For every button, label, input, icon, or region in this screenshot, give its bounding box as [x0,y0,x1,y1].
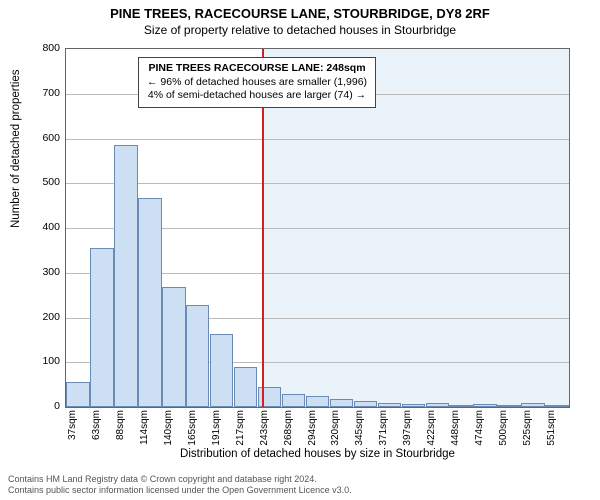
histogram-bar [354,401,377,407]
y-tick-label: 800 [30,42,60,54]
histogram-bar [330,399,353,407]
x-tick-label: 165sqm [187,410,198,446]
histogram-bar [497,405,520,407]
chart-subtitle: Size of property relative to detached ho… [0,21,600,37]
x-tick-label: 320sqm [330,410,341,446]
x-tick-label: 422sqm [426,410,437,446]
histogram-bar [473,404,496,407]
x-tick-label: 474sqm [474,410,485,446]
chart-container: PINE TREES, RACECOURSE LANE, STOURBRIDGE… [0,0,600,500]
histogram-bar [306,396,329,407]
histogram-bar [210,334,233,407]
x-tick-label: 114sqm [139,410,150,445]
x-tick-label: 294sqm [307,410,318,446]
x-tick-label: 191sqm [211,410,222,446]
histogram-bar [114,145,137,407]
x-axis-label: Distribution of detached houses by size … [65,448,570,460]
x-tick-label: 345sqm [354,410,365,446]
x-tick-label: 371sqm [378,410,389,446]
histogram-bar [402,404,425,407]
annotation-line3: 4% of semi-detached houses are larger (7… [148,89,366,101]
x-tick-label: 397sqm [402,410,413,446]
x-tick-label: 88sqm [115,410,126,440]
histogram-bar [258,387,281,407]
y-tick-label: 700 [30,87,60,99]
plot-area: PINE TREES RACECOURSE LANE: 248sqm ← 96%… [65,48,570,408]
y-axis-label: Number of detached properties [10,69,22,228]
x-tick-label: 217sqm [235,410,246,446]
x-tick-label: 37sqm [67,410,78,440]
x-tick-label: 500sqm [498,410,509,446]
x-tick-label: 243sqm [259,410,270,446]
chart-title: PINE TREES, RACECOURSE LANE, STOURBRIDGE… [0,0,600,21]
y-tick-label: 400 [30,221,60,233]
x-tick-label: 551sqm [546,410,557,446]
histogram-bar [138,198,161,407]
histogram-bar [545,405,568,407]
histogram-bar [186,305,209,407]
footer-line1: Contains HM Land Registry data © Crown c… [8,474,317,484]
histogram-bar [378,403,401,407]
histogram-bar [162,287,185,407]
histogram-bar [282,394,305,407]
annotation-line1: PINE TREES RACECOURSE LANE: 248sqm [149,62,366,74]
footer-line2: Contains public sector information licen… [8,485,352,495]
histogram-bar [521,403,544,407]
grid-line [66,183,569,184]
x-tick-label: 268sqm [283,410,294,446]
x-tick-label: 63sqm [91,410,102,440]
y-tick-label: 100 [30,355,60,367]
y-tick-label: 300 [30,266,60,278]
histogram-bar [449,405,472,407]
grid-line [66,139,569,140]
annotation-box: PINE TREES RACECOURSE LANE: 248sqm ← 96%… [138,57,376,108]
histogram-bar [90,248,113,407]
histogram-bar [426,403,449,407]
x-tick-label: 448sqm [450,410,461,446]
y-tick-label: 500 [30,176,60,188]
footer-attribution: Contains HM Land Registry data © Crown c… [8,474,352,496]
annotation-line2: ← 96% of detached houses are smaller (1,… [147,76,367,88]
x-tick-label: 525sqm [522,410,533,446]
histogram-bar [234,367,257,407]
y-tick-label: 0 [30,400,60,412]
y-tick-label: 200 [30,311,60,323]
y-tick-label: 600 [30,132,60,144]
x-tick-label: 140sqm [163,410,174,446]
histogram-bar [66,382,89,407]
